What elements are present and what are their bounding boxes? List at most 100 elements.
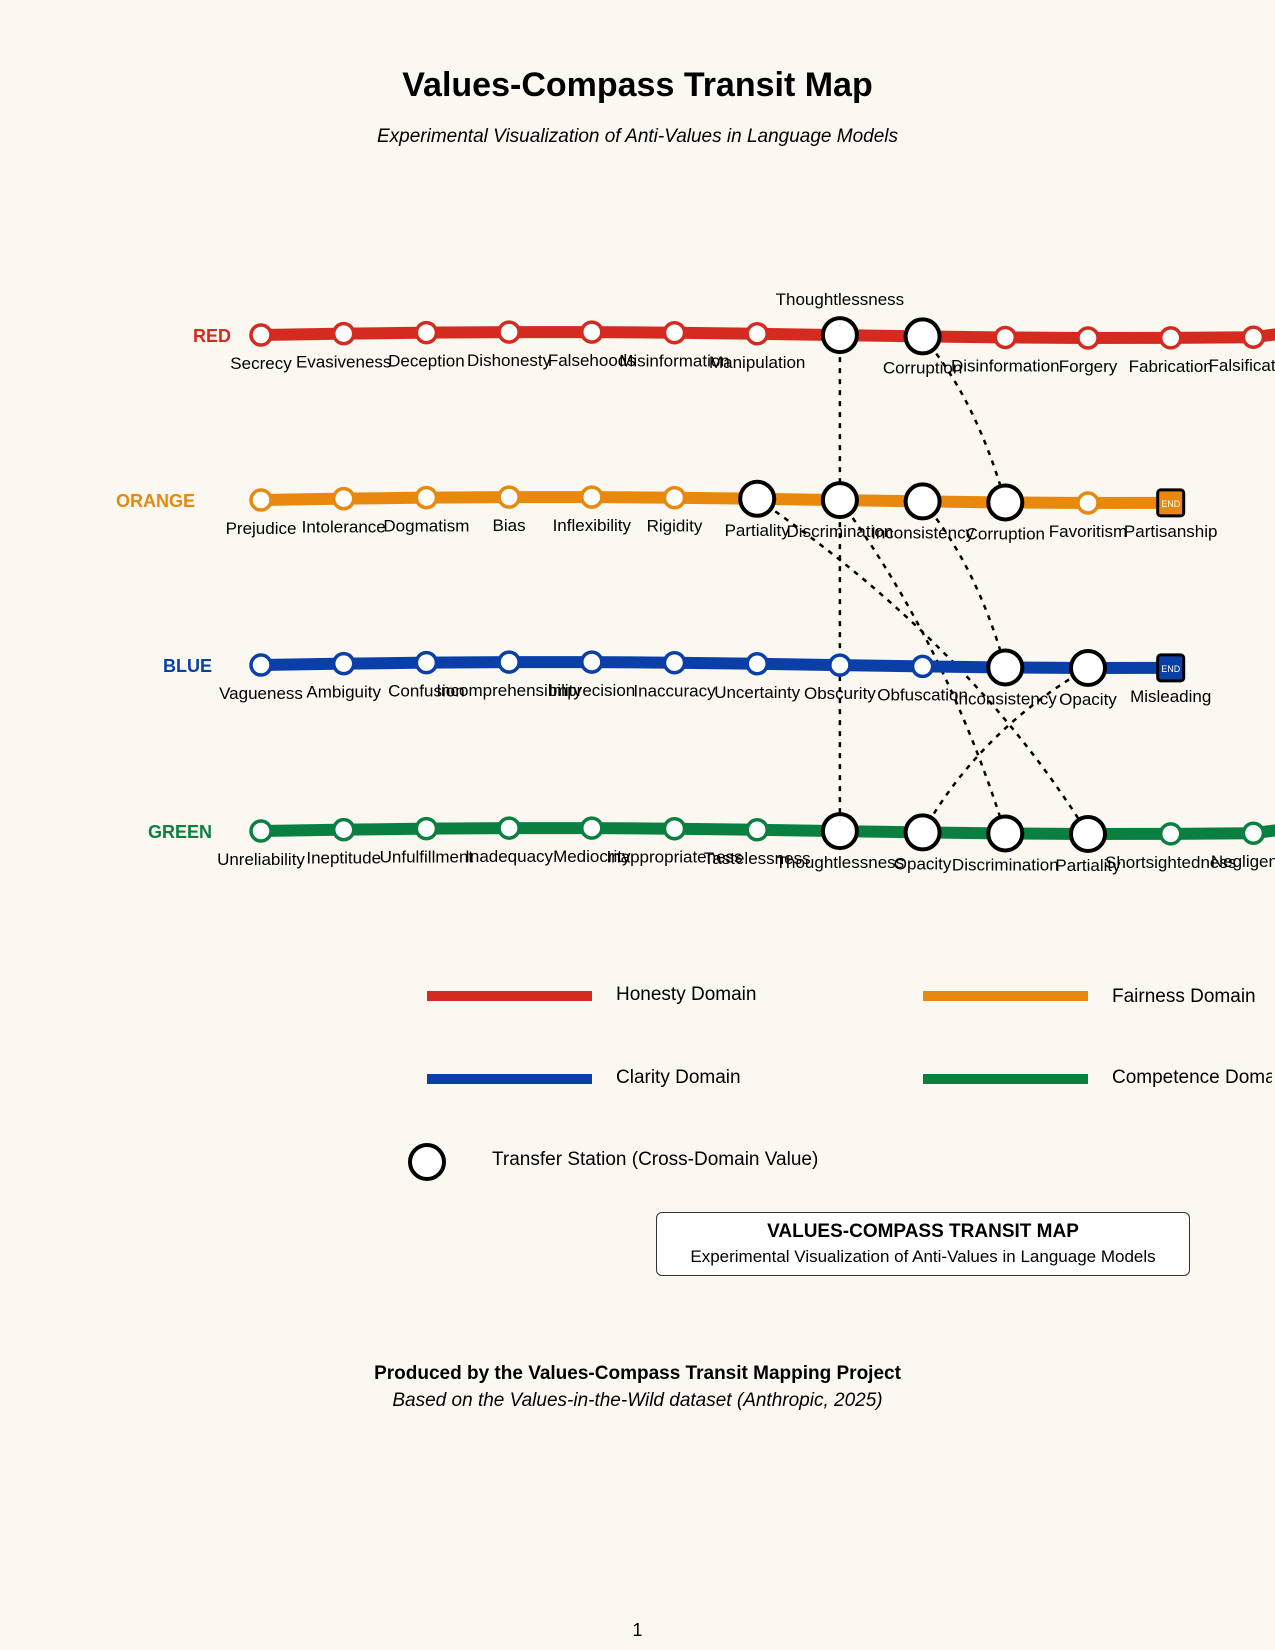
station-label-orange-4: Inflexibility	[553, 516, 632, 535]
station-green-5	[662, 816, 687, 841]
station-red-10	[1076, 326, 1100, 350]
station-label-blue-8: Obfuscation	[877, 685, 968, 704]
station-label-red-9: Disinformation	[951, 356, 1060, 375]
transfer-station-orange-7	[820, 481, 859, 520]
station-orange-4	[580, 485, 604, 509]
station-label-green-9: Discrimination	[952, 855, 1059, 874]
station-label-green-6: Tastelessness	[704, 849, 811, 868]
station-red-12	[1241, 325, 1266, 349]
station-label-red-0: Secrecy	[230, 354, 292, 373]
info-box-heading: VALUES-COMPASS TRANSIT MAP	[767, 1221, 1079, 1242]
footer-credit: Produced by the Values-Compass Transit M…	[374, 1363, 901, 1384]
station-blue-1	[331, 651, 356, 676]
station-blue-2	[414, 650, 439, 675]
station-orange-5	[662, 485, 687, 510]
legend-swatch-competence	[923, 1074, 1088, 1084]
legend-label-fairness: Fairness Domain	[1112, 986, 1256, 1007]
transfer-station-orange-9	[986, 483, 1025, 522]
station-label-red-12: Falsification	[1209, 356, 1275, 375]
station-label-red-6: Manipulation	[709, 353, 805, 372]
station-label-blue-6: Uncertainty	[714, 683, 800, 702]
station-green-12	[1241, 821, 1266, 845]
station-green-6	[745, 818, 769, 842]
station-blue-3	[497, 650, 521, 674]
info-box: VALUES-COMPASS TRANSIT MAP Experimental …	[656, 1212, 1190, 1276]
station-label-green-4: Mediocrity	[553, 847, 631, 866]
station-green-1	[331, 817, 356, 842]
track-green	[255, 822, 1275, 840]
station-green-3	[497, 816, 521, 840]
station-label-red-1: Evasiveness	[296, 353, 391, 372]
station-orange-3	[497, 485, 521, 509]
legend-label-transfer: Transfer Station (Cross-Domain Value)	[492, 1149, 819, 1170]
station-label-red-8: Corruption	[883, 358, 962, 377]
station-label-green-3: Inadequacy	[465, 847, 553, 866]
station-red-0	[249, 323, 273, 347]
station-label-red-3: Dishonesty	[467, 351, 552, 370]
transfer-station-red-7	[820, 316, 859, 355]
station-label-orange-0: Prejudice	[226, 519, 297, 538]
station-label-blue-1: Ambiguity	[306, 683, 381, 702]
station-label-red-5: Misinformation	[619, 352, 730, 371]
transfer-connector-3	[838, 499, 1007, 834]
station-label-orange-11: Partisanship	[1124, 522, 1218, 541]
station-label-blue-10: Opacity	[1059, 690, 1117, 709]
station-blue-0	[249, 653, 273, 677]
station-label-green-7: Thoughtlessness	[776, 853, 905, 872]
terminus-blue	[1156, 653, 1186, 683]
station-label-orange-8: Inconsistency	[871, 523, 974, 542]
legend-swatch-fairness	[923, 991, 1088, 1001]
station-label-green-5: Inappropriateness	[606, 848, 742, 867]
track-blue	[255, 656, 1177, 674]
station-label-blue-4: Imprecision	[548, 681, 635, 700]
station-blue-5	[662, 650, 687, 675]
station-orange-10	[1076, 491, 1100, 515]
station-blue-6	[745, 652, 769, 676]
station-label-red-2: Deception	[388, 352, 465, 371]
station-label-red-7: Thoughtlessness	[776, 290, 905, 309]
station-red-5	[662, 320, 687, 345]
station-label-green-8: Opacity	[894, 854, 952, 873]
transfer-connector-2	[756, 497, 1090, 835]
transfer-station-orange-8	[903, 482, 942, 521]
terminus-orange	[1156, 488, 1186, 518]
page-subtitle: Experimental Visualization of Anti-Value…	[376, 126, 899, 147]
legend-label-competence: Competence Domain	[1112, 1067, 1272, 1088]
line-label-blue: BLUE	[163, 656, 212, 676]
legend-transfer-station-icon	[408, 1143, 446, 1181]
page-number: 1	[632, 1620, 643, 1640]
station-label-orange-5: Rigidity	[647, 517, 703, 536]
station-green-2	[414, 816, 439, 841]
station-label-green-10: Partiality	[1055, 856, 1121, 875]
transfer-station-blue-9	[986, 648, 1025, 687]
station-blue-7	[828, 653, 852, 677]
station-label-green-11: Shortsightedness	[1105, 853, 1236, 872]
track-red	[255, 326, 1275, 344]
footer-source: Based on the Values-in-the-Wild dataset …	[392, 1390, 883, 1411]
station-green-11	[1158, 822, 1183, 846]
transfer-station-green-9	[986, 814, 1025, 853]
line-label-green: GREEN	[148, 822, 212, 842]
station-green-4	[580, 816, 604, 840]
page-title: Values-Compass Transit Map	[402, 66, 873, 104]
terminus-end-label-blue: END	[1161, 664, 1181, 674]
legend-swatch-clarity	[427, 1074, 592, 1084]
station-label-orange-7: Discrimination	[787, 522, 894, 541]
station-label-green-1: Ineptitude	[306, 849, 381, 868]
line-label-orange: ORANGE	[116, 491, 195, 511]
station-blue-4	[580, 650, 604, 674]
station-green-0	[249, 819, 273, 843]
station-label-blue-0: Vagueness	[219, 684, 303, 703]
station-red-1	[331, 321, 356, 346]
station-label-orange-3: Bias	[493, 516, 526, 535]
info-box-subheading: Experimental Visualization of Anti-Value…	[690, 1247, 1156, 1266]
station-label-blue-2: Confusion	[388, 682, 465, 701]
line-label-red: RED	[193, 326, 231, 346]
station-red-3	[497, 320, 521, 344]
transfer-station-red-8	[903, 317, 942, 356]
station-red-9	[993, 325, 1018, 350]
station-red-11	[1158, 326, 1183, 350]
station-label-green-0: Unreliability	[217, 850, 305, 869]
legend-label-honesty: Honesty Domain	[616, 984, 757, 1005]
